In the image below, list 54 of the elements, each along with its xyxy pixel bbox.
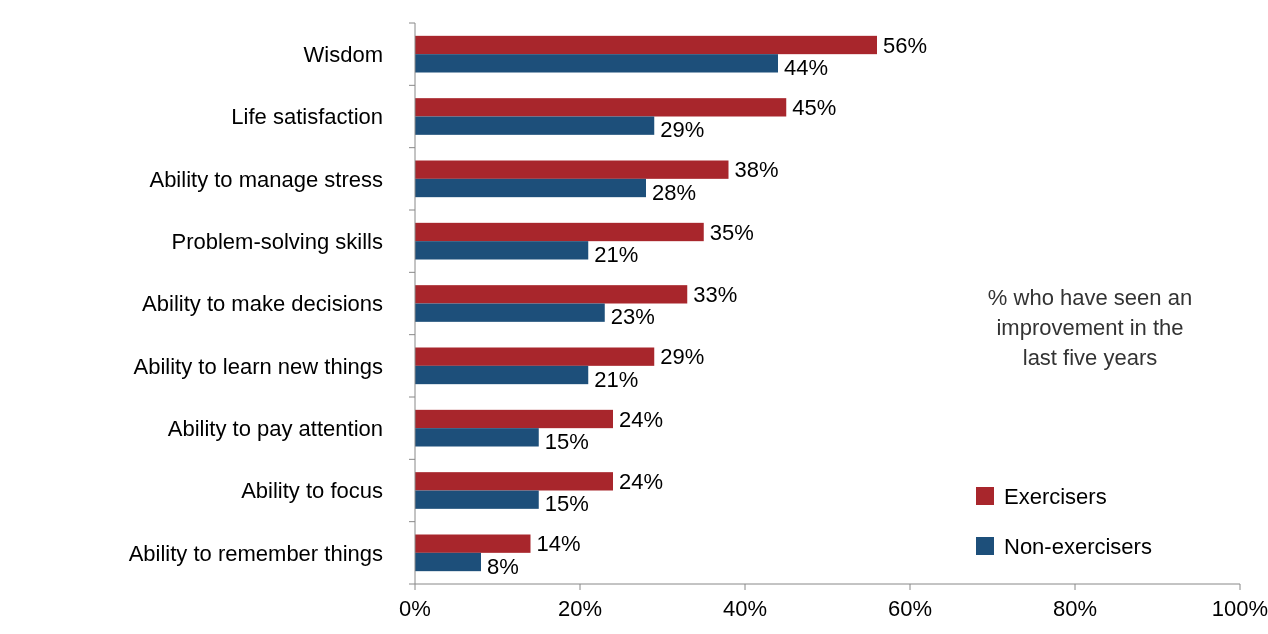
data-label: 21% bbox=[594, 242, 639, 268]
annotation: % who have seen an improvement in the last five years bbox=[987, 285, 1193, 370]
y-tick-label: Ability to remember things bbox=[128, 540, 383, 566]
data-label: 35% bbox=[709, 219, 754, 245]
data-label: 29% bbox=[660, 117, 705, 143]
bar bbox=[415, 54, 778, 73]
x-tick-label: 40% bbox=[722, 596, 768, 621]
bar bbox=[415, 285, 688, 304]
data-label: 56% bbox=[883, 32, 928, 58]
y-tick-label: Life satisfaction bbox=[231, 104, 383, 130]
data-label: 24% bbox=[619, 469, 664, 495]
x-tick-label: 0% bbox=[399, 596, 431, 621]
data-label: 33% bbox=[693, 282, 738, 308]
bar bbox=[415, 35, 877, 55]
data-label: 14% bbox=[536, 531, 581, 557]
legend-label: Exercisers bbox=[1004, 483, 1107, 509]
bar bbox=[415, 409, 613, 429]
x-tick-label: 80% bbox=[1052, 596, 1098, 621]
x-tick-label: 100% bbox=[1211, 596, 1268, 621]
data-label: 24% bbox=[619, 406, 664, 432]
bar bbox=[415, 347, 655, 366]
bar bbox=[415, 241, 589, 260]
bar bbox=[415, 303, 605, 322]
y-tick-label: Ability to learn new things bbox=[133, 353, 383, 379]
bar bbox=[415, 472, 613, 491]
data-label: 28% bbox=[652, 179, 697, 205]
data-label: 44% bbox=[784, 55, 829, 81]
data-label: 21% bbox=[594, 366, 639, 392]
data-label: 45% bbox=[792, 95, 837, 121]
x-tick-label: 60% bbox=[887, 596, 933, 621]
y-tick-label: Ability to focus bbox=[241, 478, 383, 504]
bar bbox=[415, 98, 787, 117]
y-tick-label: Ability to manage stress bbox=[149, 166, 383, 192]
data-label: 38% bbox=[734, 157, 779, 183]
data-label: 15% bbox=[544, 491, 589, 517]
bar bbox=[415, 534, 531, 553]
bar bbox=[415, 222, 704, 242]
bar bbox=[415, 490, 539, 509]
bar bbox=[415, 428, 539, 447]
bar bbox=[415, 552, 481, 572]
bar bbox=[415, 365, 589, 385]
bar bbox=[415, 178, 646, 198]
y-tick-label: Problem-solving skills bbox=[171, 228, 383, 254]
y-tick-label: Ability to make decisions bbox=[142, 291, 383, 317]
x-tick-label: 20% bbox=[557, 596, 603, 621]
data-label: 8% bbox=[487, 553, 519, 579]
legend-label: Non-exercisers bbox=[1004, 533, 1152, 559]
bar bbox=[415, 116, 655, 135]
data-label: 23% bbox=[610, 304, 655, 330]
y-tick-label: Ability to pay attention bbox=[167, 415, 383, 441]
data-label: 29% bbox=[660, 344, 705, 370]
y-tick-label: Wisdom bbox=[303, 41, 383, 67]
bar bbox=[415, 160, 729, 179]
data-label: 15% bbox=[544, 429, 589, 455]
